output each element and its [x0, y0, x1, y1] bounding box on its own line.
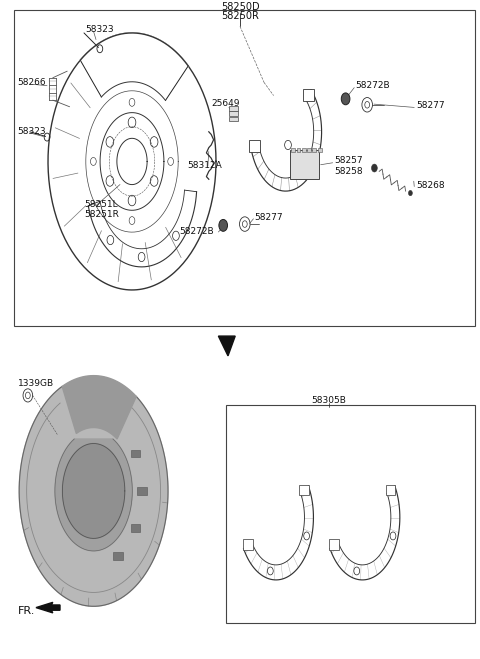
Polygon shape — [80, 33, 188, 161]
Circle shape — [408, 190, 412, 196]
Bar — [113, 552, 122, 560]
Bar — [243, 539, 252, 550]
Text: 58272B: 58272B — [356, 81, 390, 90]
Bar — [229, 117, 238, 121]
Circle shape — [341, 93, 350, 105]
Text: 58258: 58258 — [334, 167, 363, 176]
Text: 58305B: 58305B — [312, 395, 346, 405]
Text: 58251R: 58251R — [84, 210, 119, 219]
Text: 58277: 58277 — [254, 213, 283, 222]
Bar — [131, 525, 140, 532]
Text: 58257: 58257 — [334, 156, 363, 165]
Bar — [386, 485, 396, 496]
Text: 58272B: 58272B — [180, 227, 214, 237]
Polygon shape — [218, 336, 235, 356]
Circle shape — [372, 164, 377, 172]
Polygon shape — [36, 602, 60, 613]
Bar — [229, 106, 238, 111]
Text: 58251L: 58251L — [84, 200, 118, 209]
Text: 58323: 58323 — [85, 25, 114, 34]
Bar — [249, 140, 260, 152]
Text: FR.: FR. — [18, 606, 36, 616]
Text: 58268: 58268 — [416, 181, 445, 190]
Polygon shape — [19, 386, 168, 606]
Text: 58323: 58323 — [17, 127, 46, 136]
Bar — [297, 148, 300, 152]
Text: 1339GB: 1339GB — [18, 379, 54, 388]
Bar — [307, 148, 311, 152]
Bar — [14, 10, 475, 326]
Bar — [226, 405, 475, 623]
Polygon shape — [62, 376, 136, 439]
Text: 58266: 58266 — [17, 78, 46, 87]
Text: 58250R: 58250R — [221, 11, 259, 20]
Text: 58250D: 58250D — [221, 2, 259, 12]
Bar — [137, 487, 147, 495]
Text: 58277: 58277 — [416, 101, 445, 110]
Bar — [290, 150, 319, 179]
Polygon shape — [62, 444, 125, 538]
Bar — [131, 449, 140, 457]
Bar — [312, 148, 316, 152]
Polygon shape — [55, 439, 132, 551]
Bar — [318, 148, 322, 152]
Circle shape — [219, 219, 228, 231]
Bar — [300, 485, 309, 496]
Text: 58312A: 58312A — [187, 161, 222, 170]
Bar — [302, 148, 306, 152]
Bar — [229, 111, 238, 116]
Bar — [329, 539, 339, 550]
Text: 25649: 25649 — [212, 99, 240, 108]
Bar — [303, 89, 314, 101]
Bar — [291, 148, 295, 152]
